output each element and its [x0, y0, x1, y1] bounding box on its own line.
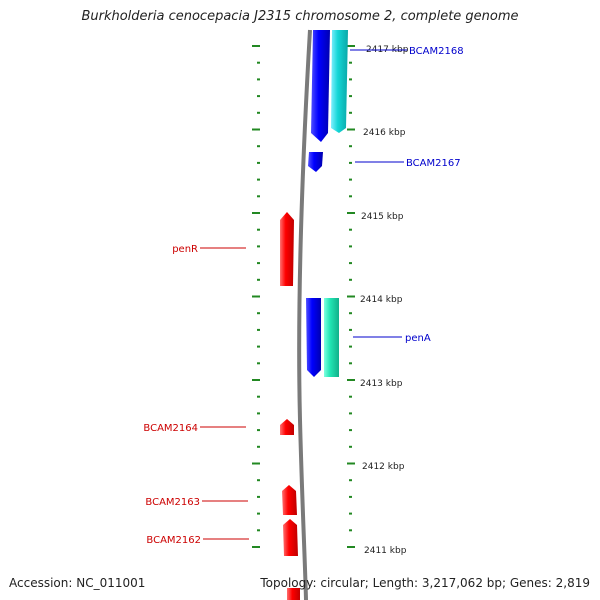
- map-title: Burkholderia cenocepacia J2315 chromosom…: [81, 9, 519, 24]
- gene-bcam2164-feature[interactable]: [280, 419, 294, 435]
- gene-label-penr[interactable]: penR: [172, 244, 198, 255]
- gene-label-bcam2162[interactable]: BCAM2162: [146, 535, 201, 546]
- minor-tick: [257, 529, 260, 532]
- minor-tick: [349, 95, 352, 98]
- minor-tick: [349, 278, 352, 281]
- kbp-label: 2416 kbp: [363, 128, 406, 138]
- minor-tick: [349, 512, 352, 515]
- major-tick: [252, 295, 260, 298]
- minor-tick: [257, 178, 260, 181]
- minor-tick: [349, 195, 352, 198]
- minor-tick: [257, 95, 260, 98]
- minor-tick: [257, 512, 260, 515]
- minor-tick: [257, 145, 260, 148]
- minor-tick: [349, 445, 352, 448]
- minor-tick: [257, 195, 260, 198]
- minor-tick: [257, 429, 260, 432]
- accession-text: Accession: NC_011001: [9, 576, 146, 590]
- major-tick: [347, 45, 355, 47]
- minor-tick: [257, 312, 260, 315]
- minor-tick: [257, 412, 260, 415]
- gene-bcam2168-upper-feature[interactable]: [311, 30, 330, 142]
- minor-tick: [349, 412, 352, 415]
- major-tick: [347, 379, 355, 381]
- gene-bcam2163-feature[interactable]: [282, 485, 297, 515]
- kbp-label: 2414 kbp: [360, 295, 403, 305]
- minor-tick: [257, 395, 260, 398]
- gene-bcam2162-feature[interactable]: [283, 519, 298, 556]
- major-tick: [252, 128, 260, 131]
- minor-tick: [349, 362, 352, 365]
- gene-label-bcam2163[interactable]: BCAM2163: [145, 497, 200, 508]
- minor-tick: [349, 145, 352, 148]
- minor-tick: [257, 111, 260, 114]
- minor-tick: [349, 495, 352, 498]
- chromosome-backbone: [297, 29, 312, 600]
- minor-tick: [349, 479, 352, 482]
- gene-label-bcam2164[interactable]: BCAM2164: [143, 423, 198, 434]
- minor-tick: [257, 445, 260, 448]
- minor-tick: [349, 395, 352, 398]
- kbp-label: 2413 kbp: [360, 379, 403, 389]
- minor-tick: [257, 262, 260, 265]
- minor-tick: [257, 228, 260, 231]
- major-tick: [347, 546, 355, 548]
- minor-tick: [349, 328, 352, 331]
- kbp-label: 2415 kbp: [361, 212, 404, 222]
- minor-tick: [257, 61, 260, 64]
- minor-tick: [349, 245, 352, 248]
- major-tick: [347, 462, 355, 465]
- minor-tick: [349, 345, 352, 348]
- minor-tick: [349, 111, 352, 114]
- minor-tick: [257, 362, 260, 365]
- major-tick: [252, 212, 260, 214]
- major-tick: [252, 379, 260, 381]
- minor-tick: [349, 61, 352, 64]
- minor-tick: [257, 161, 260, 164]
- topology-text: Topology: circular; Length: 3,217,062 bp…: [260, 576, 590, 590]
- major-tick: [252, 546, 260, 548]
- minor-tick: [257, 495, 260, 498]
- gene-label-bcam2167[interactable]: BCAM2167: [406, 158, 461, 169]
- kbp-label: 2412 kbp: [362, 462, 405, 472]
- minor-tick: [257, 278, 260, 281]
- minor-tick: [349, 529, 352, 532]
- major-tick: [347, 295, 355, 298]
- minor-tick: [257, 479, 260, 482]
- minor-tick: [349, 429, 352, 432]
- gene-label-pena[interactable]: penA: [405, 333, 431, 344]
- gene-bcam2168-feature[interactable]: [331, 30, 348, 133]
- major-tick: [252, 462, 260, 465]
- minor-tick: [349, 78, 352, 81]
- minor-tick: [257, 245, 260, 248]
- minor-tick: [257, 328, 260, 331]
- minor-tick: [349, 312, 352, 315]
- gene-penr-feature[interactable]: [280, 212, 294, 286]
- minor-tick: [349, 178, 352, 181]
- minor-tick: [349, 161, 352, 164]
- major-tick: [252, 45, 260, 47]
- minor-tick: [257, 78, 260, 81]
- gene-bcam2167-feature[interactable]: [308, 152, 323, 172]
- kbp-label: 2411 kbp: [364, 546, 407, 556]
- bottom-red-feature[interactable]: [287, 588, 300, 600]
- major-tick: [347, 128, 355, 131]
- minor-tick: [257, 345, 260, 348]
- left-tick-marks: [252, 45, 260, 548]
- gene-pena-feature[interactable]: [306, 298, 321, 377]
- minor-tick: [349, 262, 352, 265]
- minor-tick: [349, 228, 352, 231]
- right-tick-marks: [347, 45, 355, 548]
- gene-label-bcam2168[interactable]: BCAM2168: [409, 46, 464, 57]
- major-tick: [347, 212, 355, 214]
- gene-pena-partner-feature[interactable]: [324, 298, 339, 377]
